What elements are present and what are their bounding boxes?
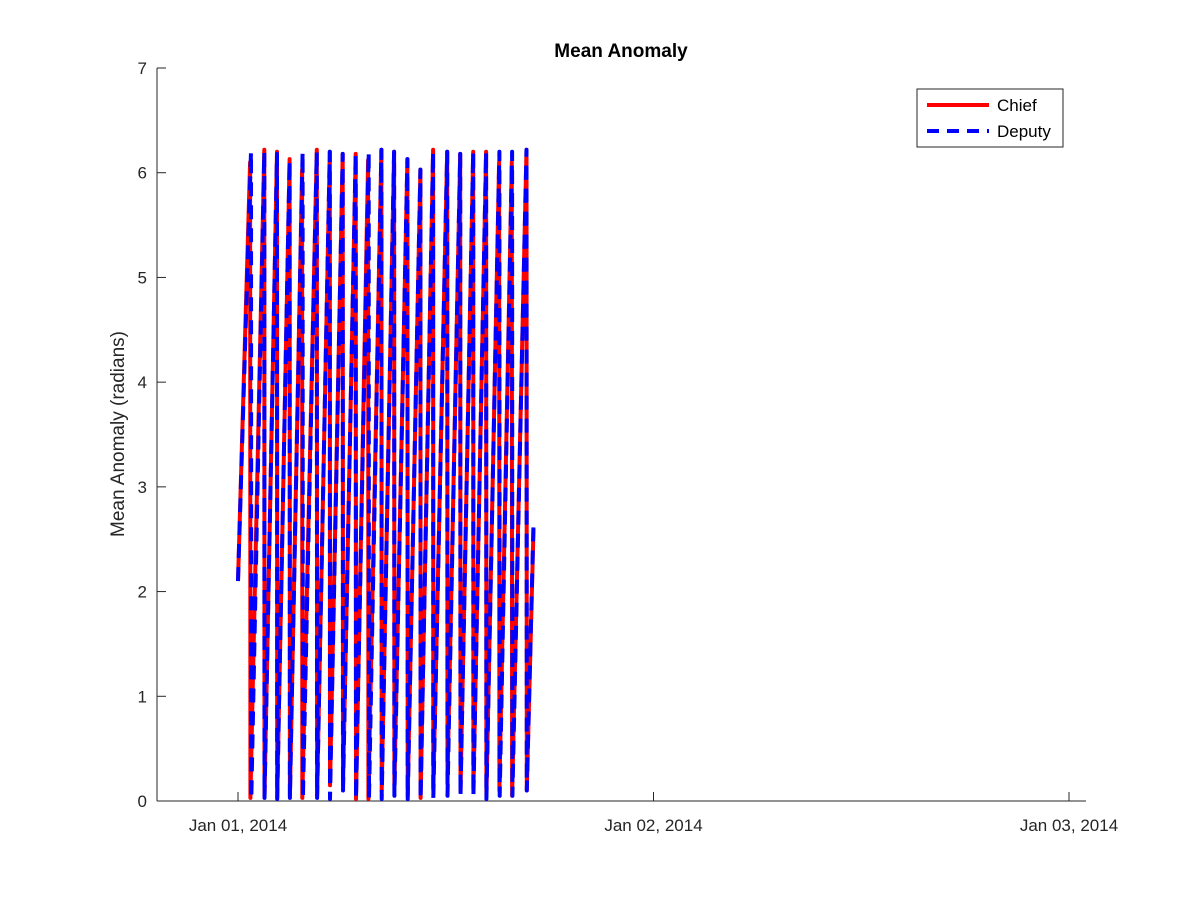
y-tick-label: 1 <box>138 687 147 706</box>
y-tick-label: 2 <box>138 583 147 602</box>
y-tick-label: 0 <box>138 792 147 811</box>
x-ticks: Jan 01, 2014 Jan 02, 2014 Jan 03, 2014 <box>189 792 1118 835</box>
legend-box <box>916 88 1064 148</box>
series-layer <box>236 147 536 801</box>
x-tick-label: Jan 03, 2014 <box>1020 816 1118 835</box>
chart-title: Mean Anomaly <box>554 41 688 62</box>
y-tick-label: 4 <box>138 373 147 392</box>
x-tick-label: Jan 02, 2014 <box>604 816 702 835</box>
y-axis-label: Mean Anomaly (radians) <box>108 331 129 537</box>
series-line-chief <box>236 147 536 801</box>
y-tick-label: 3 <box>138 478 147 497</box>
legend-label-chief: Chief <box>997 96 1037 115</box>
legend-label-deputy: Deputy <box>997 122 1051 141</box>
x-tick-label: Jan 01, 2014 <box>189 816 287 835</box>
y-tick-label: 5 <box>138 268 147 287</box>
series-line-deputy <box>236 147 536 801</box>
legend: Chief Deputy <box>916 88 1064 148</box>
y-tick-label: 7 <box>138 59 147 78</box>
y-tick-label: 6 <box>138 164 147 183</box>
y-ticks: 0 1 2 3 4 5 6 7 <box>138 59 166 811</box>
